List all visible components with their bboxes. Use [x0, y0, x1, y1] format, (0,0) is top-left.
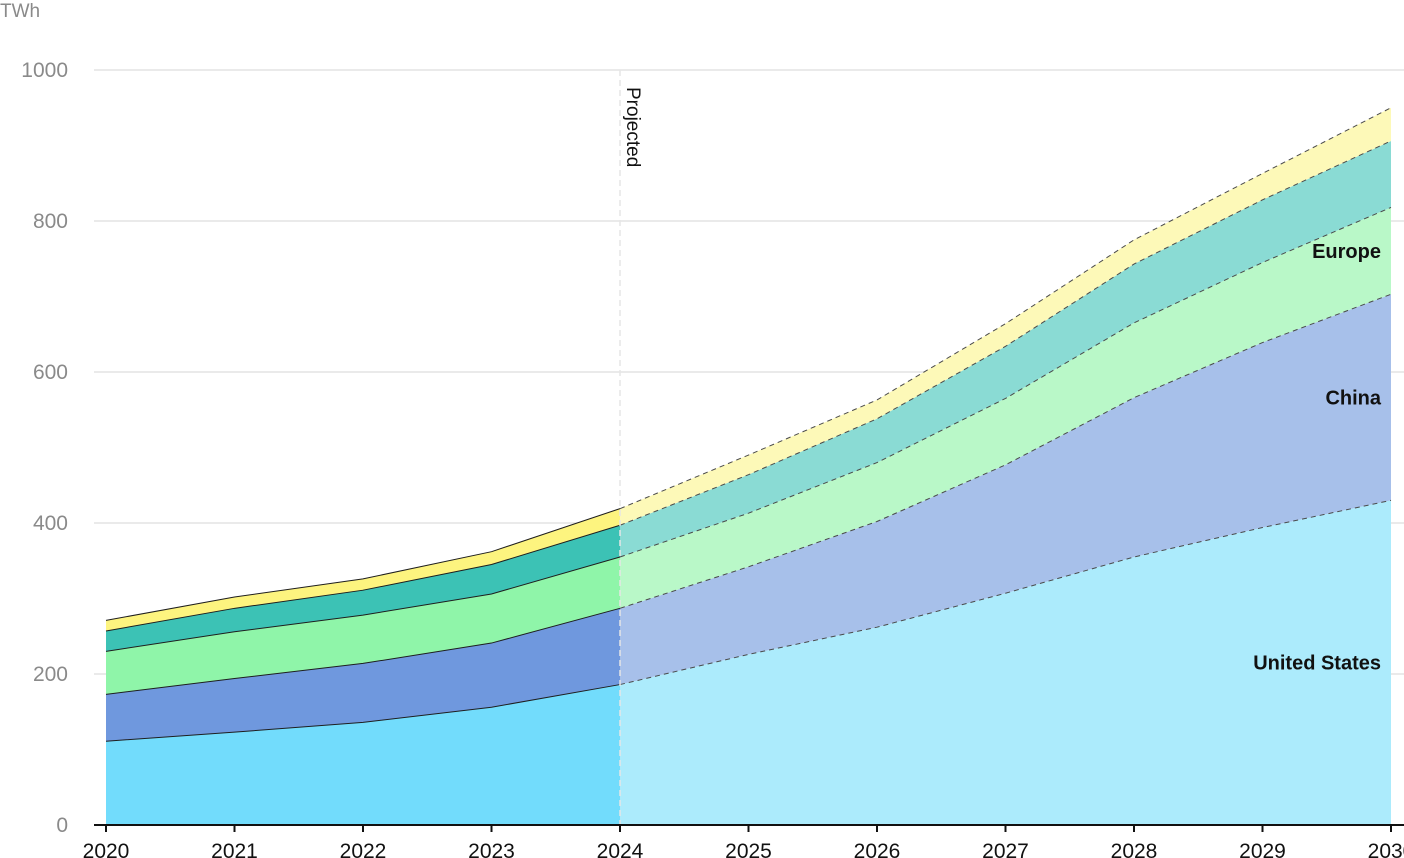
line-united-states-actual	[105, 684, 621, 742]
area-china-actual	[106, 608, 620, 742]
line-series-4-projected	[619, 140, 1392, 526]
line-series-5-projected	[619, 107, 1392, 510]
x-tick-label: 2029	[1239, 840, 1286, 858]
area-europe-projected	[620, 207, 1391, 609]
area-series-5-projected	[620, 107, 1391, 526]
series-label-united-states: United States	[1253, 653, 1381, 675]
y-tick-label: 0	[56, 814, 68, 837]
x-tick-label: 2023	[468, 840, 515, 858]
x-tick-label: 2022	[340, 840, 387, 858]
y-tick-label: 800	[33, 210, 68, 233]
x-tick-label: 2025	[725, 840, 772, 858]
line-europe-projected	[619, 206, 1392, 558]
x-tick-label: 2021	[211, 840, 258, 858]
y-tick-label: 600	[33, 361, 68, 384]
area-series	[106, 107, 1391, 825]
axes: 0 200 400 600 800 1000 2020 2021 2022 2023 2024 202…	[21, 59, 1404, 858]
line-united-states-projected	[619, 499, 1392, 686]
area-series-5-actual	[106, 508, 620, 631]
x-tick-label: 2024	[597, 840, 644, 858]
y-axis-unit-label: TWh	[0, 1, 40, 22]
series-label-china: China	[1325, 387, 1381, 409]
projected-label: Projected	[622, 87, 643, 167]
x-tick-label: 2026	[854, 840, 901, 858]
y-tick-label: 200	[33, 663, 68, 686]
y-tick-label: 400	[33, 512, 68, 535]
line-europe-actual	[105, 556, 621, 652]
area-united-states-projected	[620, 500, 1391, 825]
series-boundaries	[105, 70, 1392, 825]
x-tick-label: 2027	[982, 840, 1029, 858]
x-tick-label: 2028	[1111, 840, 1158, 858]
area-europe-actual	[106, 556, 620, 695]
x-tick-label: 2020	[83, 840, 130, 858]
y-tick-label: 1000	[21, 59, 68, 82]
series-label-europe: Europe	[1312, 241, 1381, 263]
area-series-4-projected	[620, 140, 1391, 557]
area-united-states-actual	[106, 684, 620, 825]
x-tick-label: 2030	[1368, 840, 1404, 858]
series-labels: United States China Europe	[1253, 241, 1382, 675]
line-china-projected	[619, 293, 1392, 609]
area-china-projected	[620, 294, 1391, 685]
line-series-5-actual	[105, 508, 621, 621]
area-series-4-actual	[106, 525, 620, 652]
line-series-4-actual	[105, 524, 621, 632]
line-china-actual	[105, 607, 621, 695]
